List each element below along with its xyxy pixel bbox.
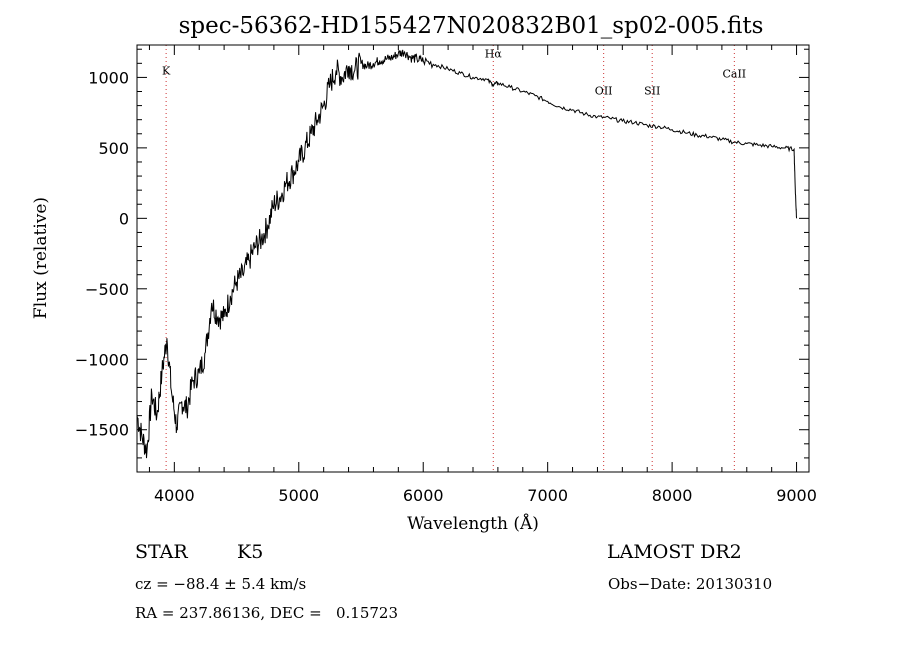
coordinates-text: RA = 237.86136, DEC = 0.15723 [135, 604, 399, 622]
redshift-text: cz = −88.4 ± 5.4 km/s [135, 575, 307, 593]
y-tick-label: −1000 [75, 350, 129, 369]
annotation-label: Hα [485, 48, 503, 61]
obs-date-text: Obs−Date: 20130310 [608, 575, 773, 593]
x-tick-label: 4000 [154, 486, 195, 505]
chart-title: spec-56362-HD155427N020832B01_sp02-005.f… [179, 13, 764, 39]
y-tick-labels: −1500 −1000 −500 0 500 1000 [75, 68, 129, 439]
annotation-label: SII [644, 84, 660, 97]
annotation-label: OII [595, 84, 613, 97]
y-tick-label: 0 [119, 209, 129, 228]
x-tick-label: 7000 [527, 486, 568, 505]
survey-name: LAMOST DR2 [607, 541, 742, 563]
object-subclass: K5 [237, 541, 264, 563]
x-tick-label: 5000 [278, 486, 319, 505]
x-tick-label: 8000 [652, 486, 693, 505]
annotation-label: K [162, 65, 171, 78]
annotation-label: CaII [722, 67, 746, 80]
axis-ticks [137, 45, 809, 472]
y-axis-label: Flux (relative) [31, 197, 51, 319]
spectrum-line [136, 49, 798, 459]
x-tick-label: 9000 [776, 486, 817, 505]
y-tick-label: −500 [85, 280, 129, 299]
y-tick-label: 500 [98, 139, 129, 158]
line-annotations: K Hα OII SII CaII [162, 48, 746, 98]
spectral-line-markers [165, 45, 735, 472]
y-tick-label: 1000 [88, 68, 129, 87]
x-tick-labels: 4000 5000 6000 7000 8000 9000 [154, 486, 817, 505]
object-class: STAR [135, 541, 188, 563]
x-tick-label: 6000 [403, 486, 444, 505]
plot-frame [136, 44, 810, 473]
x-axis-label: Wavelength (Å) [407, 513, 539, 534]
y-tick-label: −1500 [75, 421, 129, 440]
